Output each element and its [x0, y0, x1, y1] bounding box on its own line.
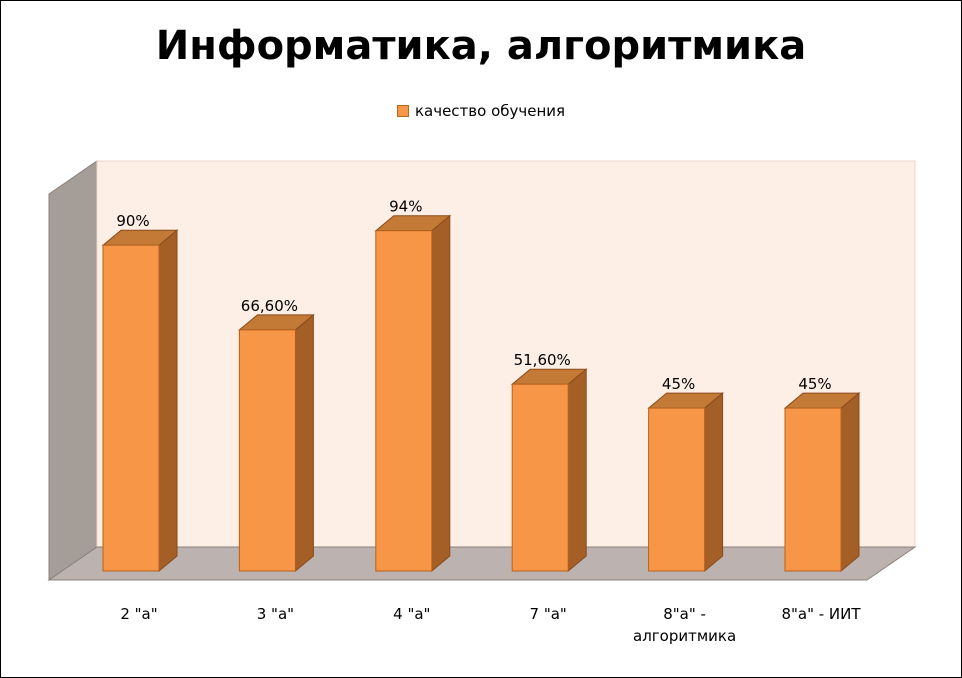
- bar-side: [431, 214, 451, 573]
- category-label: 8"а" -: [663, 605, 706, 623]
- side-wall: [48, 160, 98, 581]
- legend-swatch: [396, 105, 409, 117]
- data-label: 66,60%: [241, 297, 298, 315]
- data-label: 51,60%: [514, 351, 571, 369]
- bar-side: [704, 392, 724, 573]
- chart-title: Информатика, алгоритмика: [155, 23, 807, 69]
- bar-side: [158, 229, 178, 573]
- bar: [375, 230, 433, 572]
- bar: [238, 329, 296, 572]
- category-label: 2 "а": [120, 605, 157, 623]
- bar-side: [840, 392, 860, 573]
- bar: [511, 383, 569, 572]
- data-label: 94%: [389, 198, 422, 216]
- category-label: 8"а" - ИИТ: [781, 605, 861, 623]
- legend: качество обучения: [1, 102, 961, 120]
- bar-side: [294, 313, 314, 573]
- data-label: 45%: [662, 375, 695, 393]
- legend-label: качество обучения: [414, 102, 566, 120]
- data-label: 45%: [798, 375, 831, 393]
- category-label: алгоритмика: [633, 627, 736, 645]
- category-label: 7 "а": [530, 605, 567, 623]
- back-wall: [96, 160, 916, 548]
- category-label: 4 "а": [393, 605, 430, 623]
- category-label: 3 "а": [257, 605, 294, 623]
- data-label: 90%: [116, 212, 149, 230]
- bar: [784, 407, 842, 572]
- bar: [648, 407, 706, 572]
- bar-side: [567, 368, 587, 573]
- bar: [102, 244, 160, 572]
